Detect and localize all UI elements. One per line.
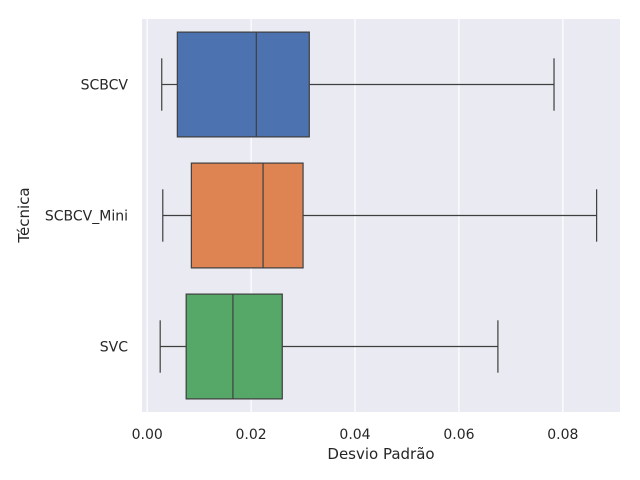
boxes (159, 31, 598, 400)
y-tick-labels: SCBCV SCBCV_Mini SVC (45, 78, 129, 356)
x-tick-labels: 0.00 0.02 0.04 0.06 0.08 (132, 427, 579, 443)
y-tick-label: SVC (100, 340, 128, 356)
box (176, 31, 310, 138)
y-tick-label: SCBCV_Mini (45, 209, 128, 225)
y-axis-label: Técnica (15, 187, 33, 243)
x-tick-label: 0.06 (443, 427, 474, 443)
y-tick-label: SCBCV (81, 78, 129, 94)
x-axis-label: Desvio Padrão (327, 445, 434, 463)
x-tick-label: 0.08 (547, 427, 578, 443)
box (185, 293, 283, 400)
box-group (161, 31, 555, 138)
x-tick-label: 0.00 (132, 427, 163, 443)
x-tick-label: 0.02 (236, 427, 267, 443)
x-tick-label: 0.04 (339, 427, 370, 443)
box-group (162, 162, 598, 269)
box-group (159, 293, 499, 400)
box (190, 162, 304, 269)
